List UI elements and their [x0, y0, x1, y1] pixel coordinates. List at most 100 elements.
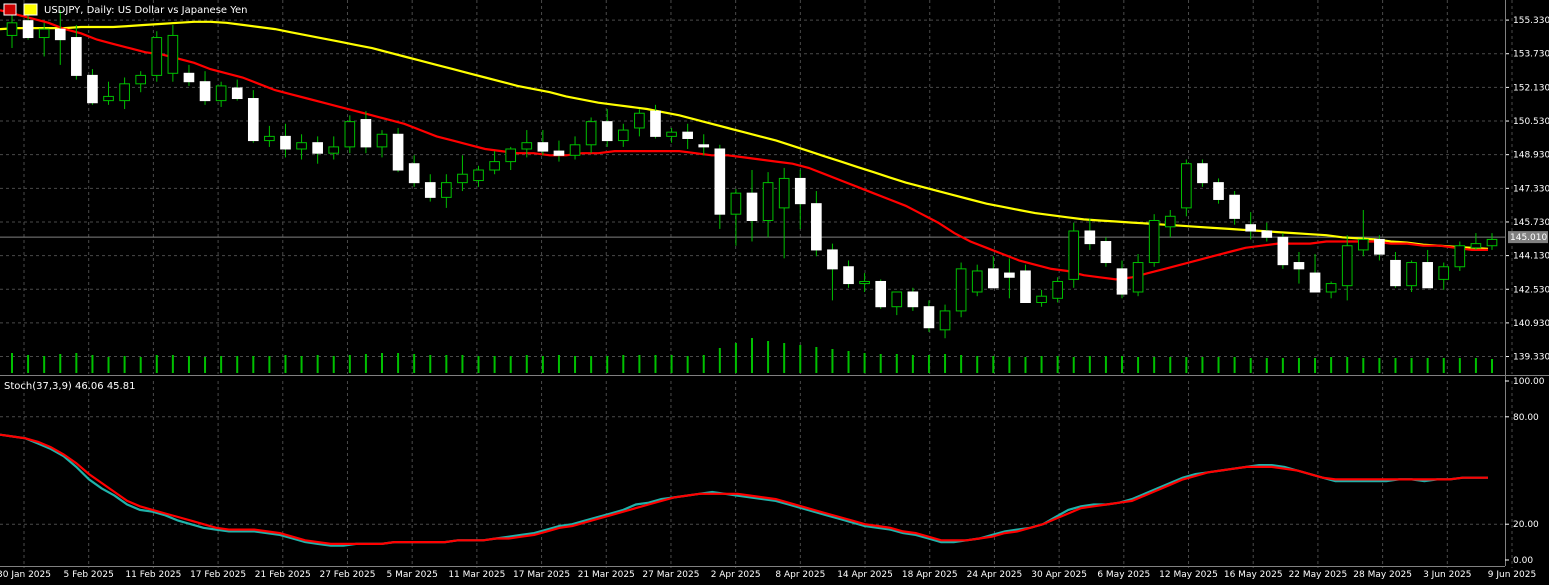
candle-body-bear [1422, 262, 1433, 289]
candle-body-bull [1148, 219, 1160, 264]
candle-body-bear [601, 121, 613, 142]
stoch-tick-label: 100.00 [1513, 377, 1545, 387]
candle-body-bear [360, 119, 372, 148]
price-tick-label: 153.730 [1513, 50, 1549, 60]
candle-body-bear [923, 306, 935, 329]
candle-body-bear [1309, 272, 1321, 293]
candle-body-bear [682, 131, 693, 139]
period-icon[interactable] [23, 3, 38, 16]
time-tick-label: 8 Apr 2025 [775, 570, 825, 580]
candle-body-bear [280, 135, 291, 150]
time-tick-label: 6 May 2025 [1097, 570, 1150, 580]
candles [6, 8, 1498, 339]
candle-body-bear [1374, 238, 1385, 255]
price-tick-label: 140.930 [1513, 319, 1549, 329]
candle-body-bear [714, 148, 726, 215]
candle-body-bull [730, 192, 742, 215]
candle-body-bear [231, 87, 243, 100]
candle-body-bull [1181, 163, 1192, 209]
candle-body-bull [778, 177, 790, 209]
stoch-signal-line [0, 433, 1488, 545]
candle-body-bear [1293, 262, 1305, 270]
candle-body-bull [473, 169, 484, 182]
candle-body-bull [1341, 245, 1353, 287]
candle-body-bear [247, 98, 259, 142]
symbol-header: USDJPY, Daily: US Dollar vs Japanese Yen [3, 3, 248, 16]
candle-body-bear [811, 203, 822, 251]
candle-body-bear [22, 20, 34, 39]
price-tick-label: 150.530 [1513, 117, 1549, 127]
time-tick-label: 18 Apr 2025 [902, 570, 958, 580]
candle-body-bear [907, 291, 919, 308]
candle-body-bear [698, 144, 710, 148]
candle-body-bear [827, 249, 838, 270]
time-tick-label: 30 Jan 2025 [0, 570, 51, 580]
candle-body-bull [457, 173, 468, 184]
candle-body-bull [617, 129, 629, 142]
candle-body-bull [1325, 283, 1337, 293]
stochastic-lines [0, 433, 1488, 547]
candle-body-bull [296, 142, 307, 150]
current-price-marker: 145.010 [1508, 231, 1548, 244]
time-tick-label: 3 Jun 2025 [1423, 570, 1471, 580]
moving-averages [0, 9, 1489, 281]
candle-body-bull [666, 131, 677, 137]
candle-body-bear [843, 266, 854, 285]
candle-body-bear [746, 192, 758, 221]
moving-average-slow [0, 20, 1489, 250]
candle-body-bull [939, 310, 951, 331]
candle-body-bear [987, 268, 999, 289]
candle-body-bear [1261, 230, 1273, 238]
candle-body-bull [1486, 238, 1498, 247]
candle-body-bear [1197, 163, 1208, 184]
candle-body-bull [1357, 238, 1369, 251]
price-tick-label: 152.130 [1513, 83, 1549, 93]
candle-body-bear [650, 110, 661, 137]
time-tick-label: 21 Feb 2025 [255, 570, 311, 580]
candle-body-bull [376, 133, 388, 148]
candle-body-bear [1277, 236, 1289, 266]
chart-type-icon[interactable] [3, 3, 17, 16]
candle-body-bull [585, 121, 597, 146]
time-tick-label: 27 Mar 2025 [642, 570, 699, 580]
candle-body-bear [1213, 182, 1224, 200]
candle-body-bear [794, 177, 806, 205]
candle-body-bull [103, 95, 114, 102]
candle-body-bull [1068, 230, 1080, 280]
time-tick-label: 27 Feb 2025 [319, 570, 375, 580]
candle-body-bull [1454, 245, 1466, 268]
candle-body-bull [489, 161, 500, 171]
candle-body-bull [167, 34, 179, 74]
time-tick-label: 5 Mar 2025 [387, 570, 438, 580]
time-tick-label: 5 Feb 2025 [64, 570, 114, 580]
candle-body-bull [521, 142, 533, 150]
candle-body-bull [1470, 243, 1482, 249]
price-tick-label: 145.730 [1513, 218, 1549, 228]
price-tick-label: 139.330 [1513, 353, 1549, 363]
candle-body-bear [71, 37, 82, 76]
candle-body-bear [1020, 270, 1031, 304]
candle-body-bear [1100, 241, 1112, 264]
candle-body-bull [634, 112, 645, 129]
candle-body-bull [971, 270, 983, 293]
candle-body-bull [859, 280, 870, 285]
candle-body-bull [135, 74, 147, 85]
price-tick-label: 147.330 [1513, 184, 1549, 194]
candle-body-bear [1116, 268, 1128, 295]
candle-body-bull [891, 291, 903, 308]
candle-body-bull [328, 146, 340, 154]
candle-body-bear [392, 133, 404, 171]
candle-body-bear [1245, 224, 1257, 232]
time-tick-label: 11 Feb 2025 [125, 570, 181, 580]
current-price-box [1508, 231, 1548, 244]
candle-body-bull [6, 22, 18, 36]
price-tick-label: 148.930 [1513, 151, 1549, 161]
time-tick-label: 30 Apr 2025 [1031, 570, 1087, 580]
stoch-tick-label: 80.00 [1513, 413, 1539, 423]
time-tick-label: 22 May 2025 [1289, 570, 1348, 580]
indicator-label: Stoch(37,3,9) 46.06 45.81 [4, 381, 135, 392]
